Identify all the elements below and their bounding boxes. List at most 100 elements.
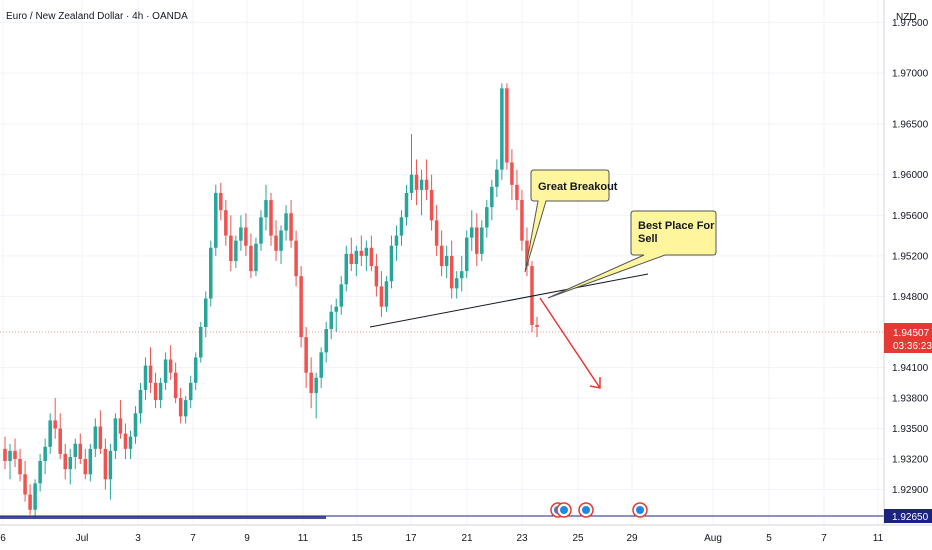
candle	[58, 413, 62, 459]
candle	[495, 159, 499, 198]
candle	[459, 255, 464, 292]
price-axis[interactable]	[884, 0, 932, 525]
support-trendline[interactable]	[369, 273, 649, 328]
price-tick-label: 1.94800	[892, 292, 929, 303]
candle	[178, 387, 183, 424]
price-tick-label: 1.93800	[892, 394, 929, 405]
candle	[133, 406, 138, 444]
callout-best-place-sell-line2: Sell	[638, 233, 658, 245]
candle	[33, 479, 37, 518]
candle	[239, 215, 243, 251]
time-tick-label: 21	[461, 533, 473, 544]
time-tick-label: 11	[298, 533, 309, 544]
candle	[525, 227, 529, 277]
price-tick-label: 1.96000	[892, 170, 929, 181]
callout-great-breakout[interactable]: Great Breakout	[524, 169, 618, 273]
candle	[173, 362, 178, 404]
economic-event-icon	[578, 502, 594, 518]
time-tick-label: Aug	[704, 533, 722, 544]
candle	[53, 398, 57, 439]
candle	[68, 448, 73, 485]
time-axis[interactable]	[0, 525, 932, 550]
candle	[138, 382, 143, 424]
candle	[414, 159, 419, 206]
candle	[434, 205, 439, 256]
candle	[229, 215, 233, 272]
candle	[294, 230, 298, 287]
candle	[475, 213, 479, 267]
candle	[23, 461, 27, 502]
candle	[379, 271, 384, 317]
candle	[108, 443, 113, 500]
price-tick-label: 1.96500	[892, 119, 929, 130]
candle	[113, 413, 118, 459]
range-bar	[0, 516, 326, 519]
callout-best-place-sell[interactable]: Best Place For Sell	[547, 210, 717, 299]
time-axis-labels: 6 Jul 3 7 9 11 15 17 21 23 25 29 Aug 5 7 11	[0, 533, 883, 544]
candle	[103, 438, 108, 490]
price-tick-label: 1.97000	[892, 69, 929, 80]
price-tick-label: 1.93500	[892, 424, 929, 435]
candle	[349, 237, 354, 272]
candle	[93, 418, 98, 457]
candle	[485, 200, 489, 238]
candle	[88, 443, 93, 482]
candle	[183, 396, 188, 424]
chart-drawings: Great Breakout Best Place For Sell	[369, 169, 717, 389]
candle	[153, 372, 158, 409]
callout-best-place-sell-line1: Best Place For	[638, 220, 715, 232]
candle	[28, 484, 32, 515]
candle	[18, 448, 22, 482]
sell-arrow[interactable]	[539, 297, 601, 389]
candle	[505, 83, 509, 170]
candle	[439, 230, 444, 277]
candle	[510, 149, 514, 201]
candle	[193, 352, 198, 390]
candle	[163, 352, 168, 390]
candle	[254, 237, 258, 277]
candle	[38, 453, 42, 492]
level-badge	[884, 509, 932, 523]
time-tick-label: 17	[405, 533, 417, 544]
candle	[279, 225, 283, 265]
time-tick-label: 11	[873, 533, 884, 544]
candle	[404, 184, 409, 226]
candle	[284, 205, 288, 241]
candle	[3, 436, 7, 470]
candle	[469, 210, 474, 251]
candle	[168, 345, 173, 380]
current-price-badge	[884, 323, 932, 353]
candle	[259, 210, 263, 251]
candle	[535, 316, 539, 338]
price-tick-label: 1.93200	[892, 454, 929, 465]
candle	[198, 321, 203, 363]
time-tick-label: 5	[766, 533, 772, 544]
candle	[299, 266, 303, 348]
level-value: 1.92650	[892, 512, 929, 523]
candle	[143, 357, 148, 401]
candle	[304, 326, 308, 388]
candle	[13, 438, 17, 468]
candle	[209, 240, 213, 307]
candle	[364, 240, 369, 272]
time-tick-label: 15	[351, 533, 363, 544]
candle	[344, 245, 349, 292]
candle	[449, 240, 454, 299]
candle	[354, 245, 359, 277]
economic-event-icon	[556, 502, 572, 518]
event-markers[interactable]	[550, 502, 648, 518]
time-tick-label: 25	[572, 533, 584, 544]
candle	[78, 433, 83, 465]
candle	[289, 200, 293, 248]
candle	[429, 174, 434, 231]
candle	[359, 235, 364, 267]
candle	[128, 430, 133, 459]
candle	[399, 210, 404, 246]
price-tick-label: 1.95200	[892, 251, 929, 262]
time-tick-label: 7	[821, 533, 827, 544]
candle	[480, 220, 484, 261]
candle	[224, 200, 228, 246]
candle	[264, 184, 268, 231]
price-tick-label: 1.92900	[892, 485, 929, 496]
